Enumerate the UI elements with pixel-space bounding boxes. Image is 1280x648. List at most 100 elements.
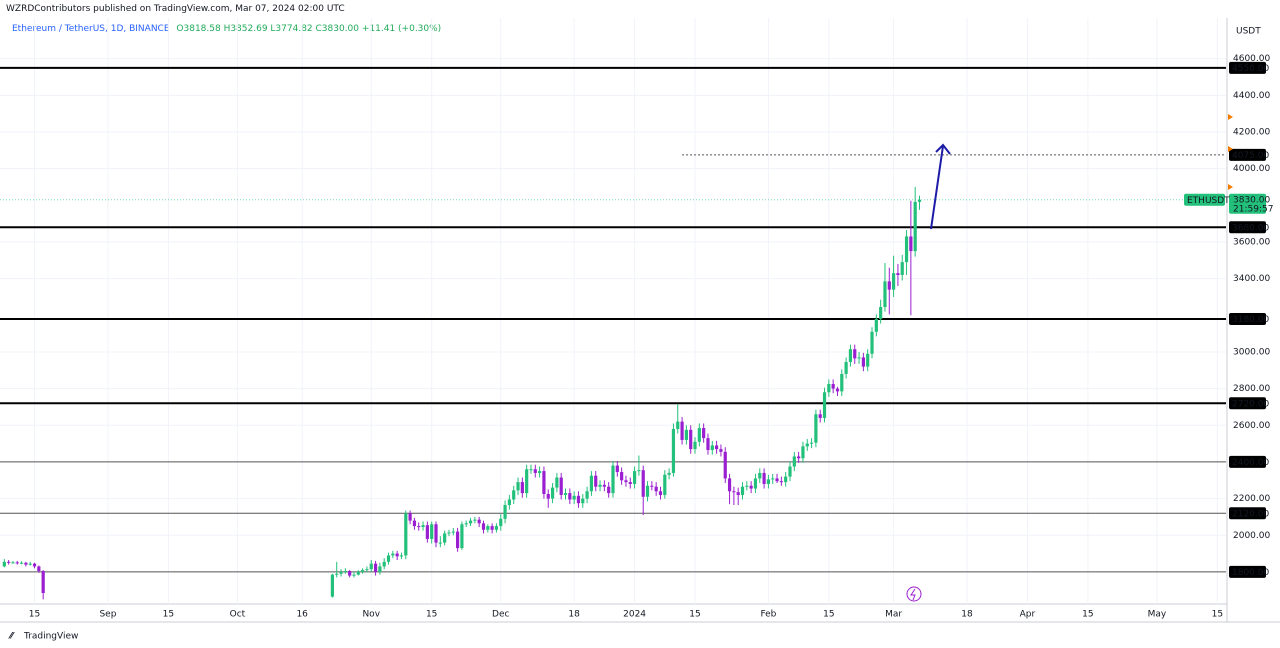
candle-body xyxy=(844,362,848,374)
brand-logo: ⁄⁄ xyxy=(8,632,16,642)
candle-body xyxy=(468,520,473,524)
candle-body xyxy=(525,469,529,494)
candle-body xyxy=(473,519,477,521)
candle-body xyxy=(32,563,37,567)
candle-body xyxy=(771,478,775,480)
candle-body xyxy=(684,429,688,440)
candle-body xyxy=(792,456,796,467)
price-label-box xyxy=(1229,565,1266,578)
candle-body xyxy=(412,520,417,527)
candle-body xyxy=(736,492,740,495)
y-tick-label: 3600.00 xyxy=(1233,237,1270,247)
ohlc: O3818.58 H3852.69 L3774.82 C3830.00 +11.… xyxy=(176,24,442,34)
candle-body xyxy=(917,199,922,202)
candle-body xyxy=(615,465,619,473)
candle-body xyxy=(775,478,779,482)
y-tick-label: 3000.00 xyxy=(1233,347,1270,357)
candle-body xyxy=(680,421,684,440)
candle-body xyxy=(464,523,468,525)
event-icon[interactable] xyxy=(906,586,922,602)
x-tick-label: Feb xyxy=(760,610,776,620)
candle-body xyxy=(632,471,637,484)
candle-body xyxy=(19,562,24,564)
x-tick-label: 15 xyxy=(689,610,700,620)
candle-body xyxy=(598,484,602,487)
candle-body xyxy=(809,442,814,444)
x-tick-label: Mar xyxy=(885,610,902,620)
candle-body xyxy=(438,542,442,544)
published-line: WZRDContributors published on TradingVie… xyxy=(6,4,345,14)
candle-body xyxy=(499,518,503,527)
candle-body xyxy=(879,307,883,319)
candle-body xyxy=(11,562,15,564)
candle-body xyxy=(710,445,714,451)
candle-body xyxy=(663,474,667,495)
candle-body xyxy=(2,561,6,567)
candle-body xyxy=(568,493,572,500)
candle-body xyxy=(753,478,758,489)
candle-body xyxy=(559,477,563,495)
price-label: 2400.00 xyxy=(1232,458,1269,468)
candle-body xyxy=(455,531,460,549)
candle-body xyxy=(650,485,654,487)
countdown: 21:59:57 xyxy=(1233,204,1273,214)
candle-body xyxy=(887,281,891,290)
candle-body xyxy=(835,388,840,392)
candle-body xyxy=(408,513,412,521)
last-price-label: 3830.00 xyxy=(1233,195,1270,205)
x-tick-label: Oct xyxy=(230,610,246,620)
candle-body xyxy=(563,493,568,495)
candle-body xyxy=(676,421,680,429)
candle-body xyxy=(818,414,822,418)
legend: Ethereum / TetherUS, 1D, BINANCE O3818.5… xyxy=(12,24,441,34)
candle-body xyxy=(369,563,373,570)
candle-body xyxy=(745,485,749,487)
candle-body xyxy=(658,491,663,495)
x-tick-label: 15 xyxy=(823,610,834,620)
candle-body xyxy=(654,486,658,492)
candle-body xyxy=(628,482,632,484)
candle-body xyxy=(546,494,550,499)
candle-body xyxy=(853,349,857,359)
candle-body xyxy=(425,525,429,539)
candle-body xyxy=(430,524,434,539)
candle-body xyxy=(814,414,818,443)
candle-body xyxy=(900,262,904,275)
candle-body xyxy=(749,485,753,489)
price-label-box xyxy=(1229,61,1266,74)
candle-body xyxy=(391,553,395,556)
candle-body xyxy=(874,318,878,332)
candle-body xyxy=(373,563,378,572)
symbol-tag-box xyxy=(1184,193,1225,206)
candle-body xyxy=(486,526,490,530)
brand: TradingView xyxy=(23,632,78,642)
y-tick-label: 2800.00 xyxy=(1233,384,1270,394)
candle-body xyxy=(512,490,516,500)
x-tick-label: 18 xyxy=(568,610,580,620)
candle-body xyxy=(740,486,745,495)
candle-body xyxy=(550,487,555,499)
candle-body xyxy=(896,273,900,275)
candle-body xyxy=(399,555,404,557)
candle-body xyxy=(507,499,511,506)
price-label: 3680.00 xyxy=(1232,223,1269,233)
candle-body xyxy=(784,476,788,483)
candle-body xyxy=(365,569,369,571)
candle-body xyxy=(589,475,594,492)
y-tick-label: 2200.00 xyxy=(1233,494,1270,504)
candle-body xyxy=(719,449,723,452)
candle-body xyxy=(805,443,809,447)
candle-body xyxy=(361,570,365,572)
candle-body xyxy=(581,498,585,504)
candle-body xyxy=(37,566,41,572)
x-tick-label: Sep xyxy=(99,610,116,620)
candle-body xyxy=(645,485,650,497)
candle-body xyxy=(585,491,589,499)
candle-body xyxy=(624,480,628,483)
candle-body xyxy=(41,571,45,594)
candle-body xyxy=(697,428,701,442)
candle-body xyxy=(335,573,339,575)
candle-body xyxy=(516,482,520,491)
candle-body xyxy=(348,571,352,576)
